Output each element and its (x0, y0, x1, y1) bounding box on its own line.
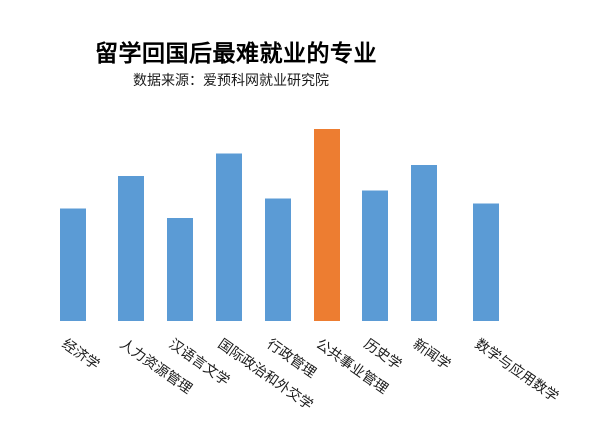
x-tick-label-9: 数学与应用数学 (472, 335, 562, 405)
bar-7 (362, 190, 388, 321)
bar-3 (167, 218, 193, 321)
bar-8 (411, 165, 437, 321)
bar-1 (60, 208, 86, 321)
chart-subtitle: 数据来源：爱预科网就业研究院 (133, 73, 329, 89)
bar-9 (473, 203, 499, 321)
bar-4 (216, 153, 242, 321)
x-tick-label-8: 新闻学 (410, 336, 454, 373)
bar-6 (314, 128, 340, 321)
bar-5 (265, 198, 291, 321)
x-tick-label-1: 经济学 (59, 336, 103, 373)
chart-title: 留学回国后最难就业的专业 (95, 41, 377, 67)
bars-group (60, 128, 499, 321)
bar-2 (118, 176, 144, 321)
